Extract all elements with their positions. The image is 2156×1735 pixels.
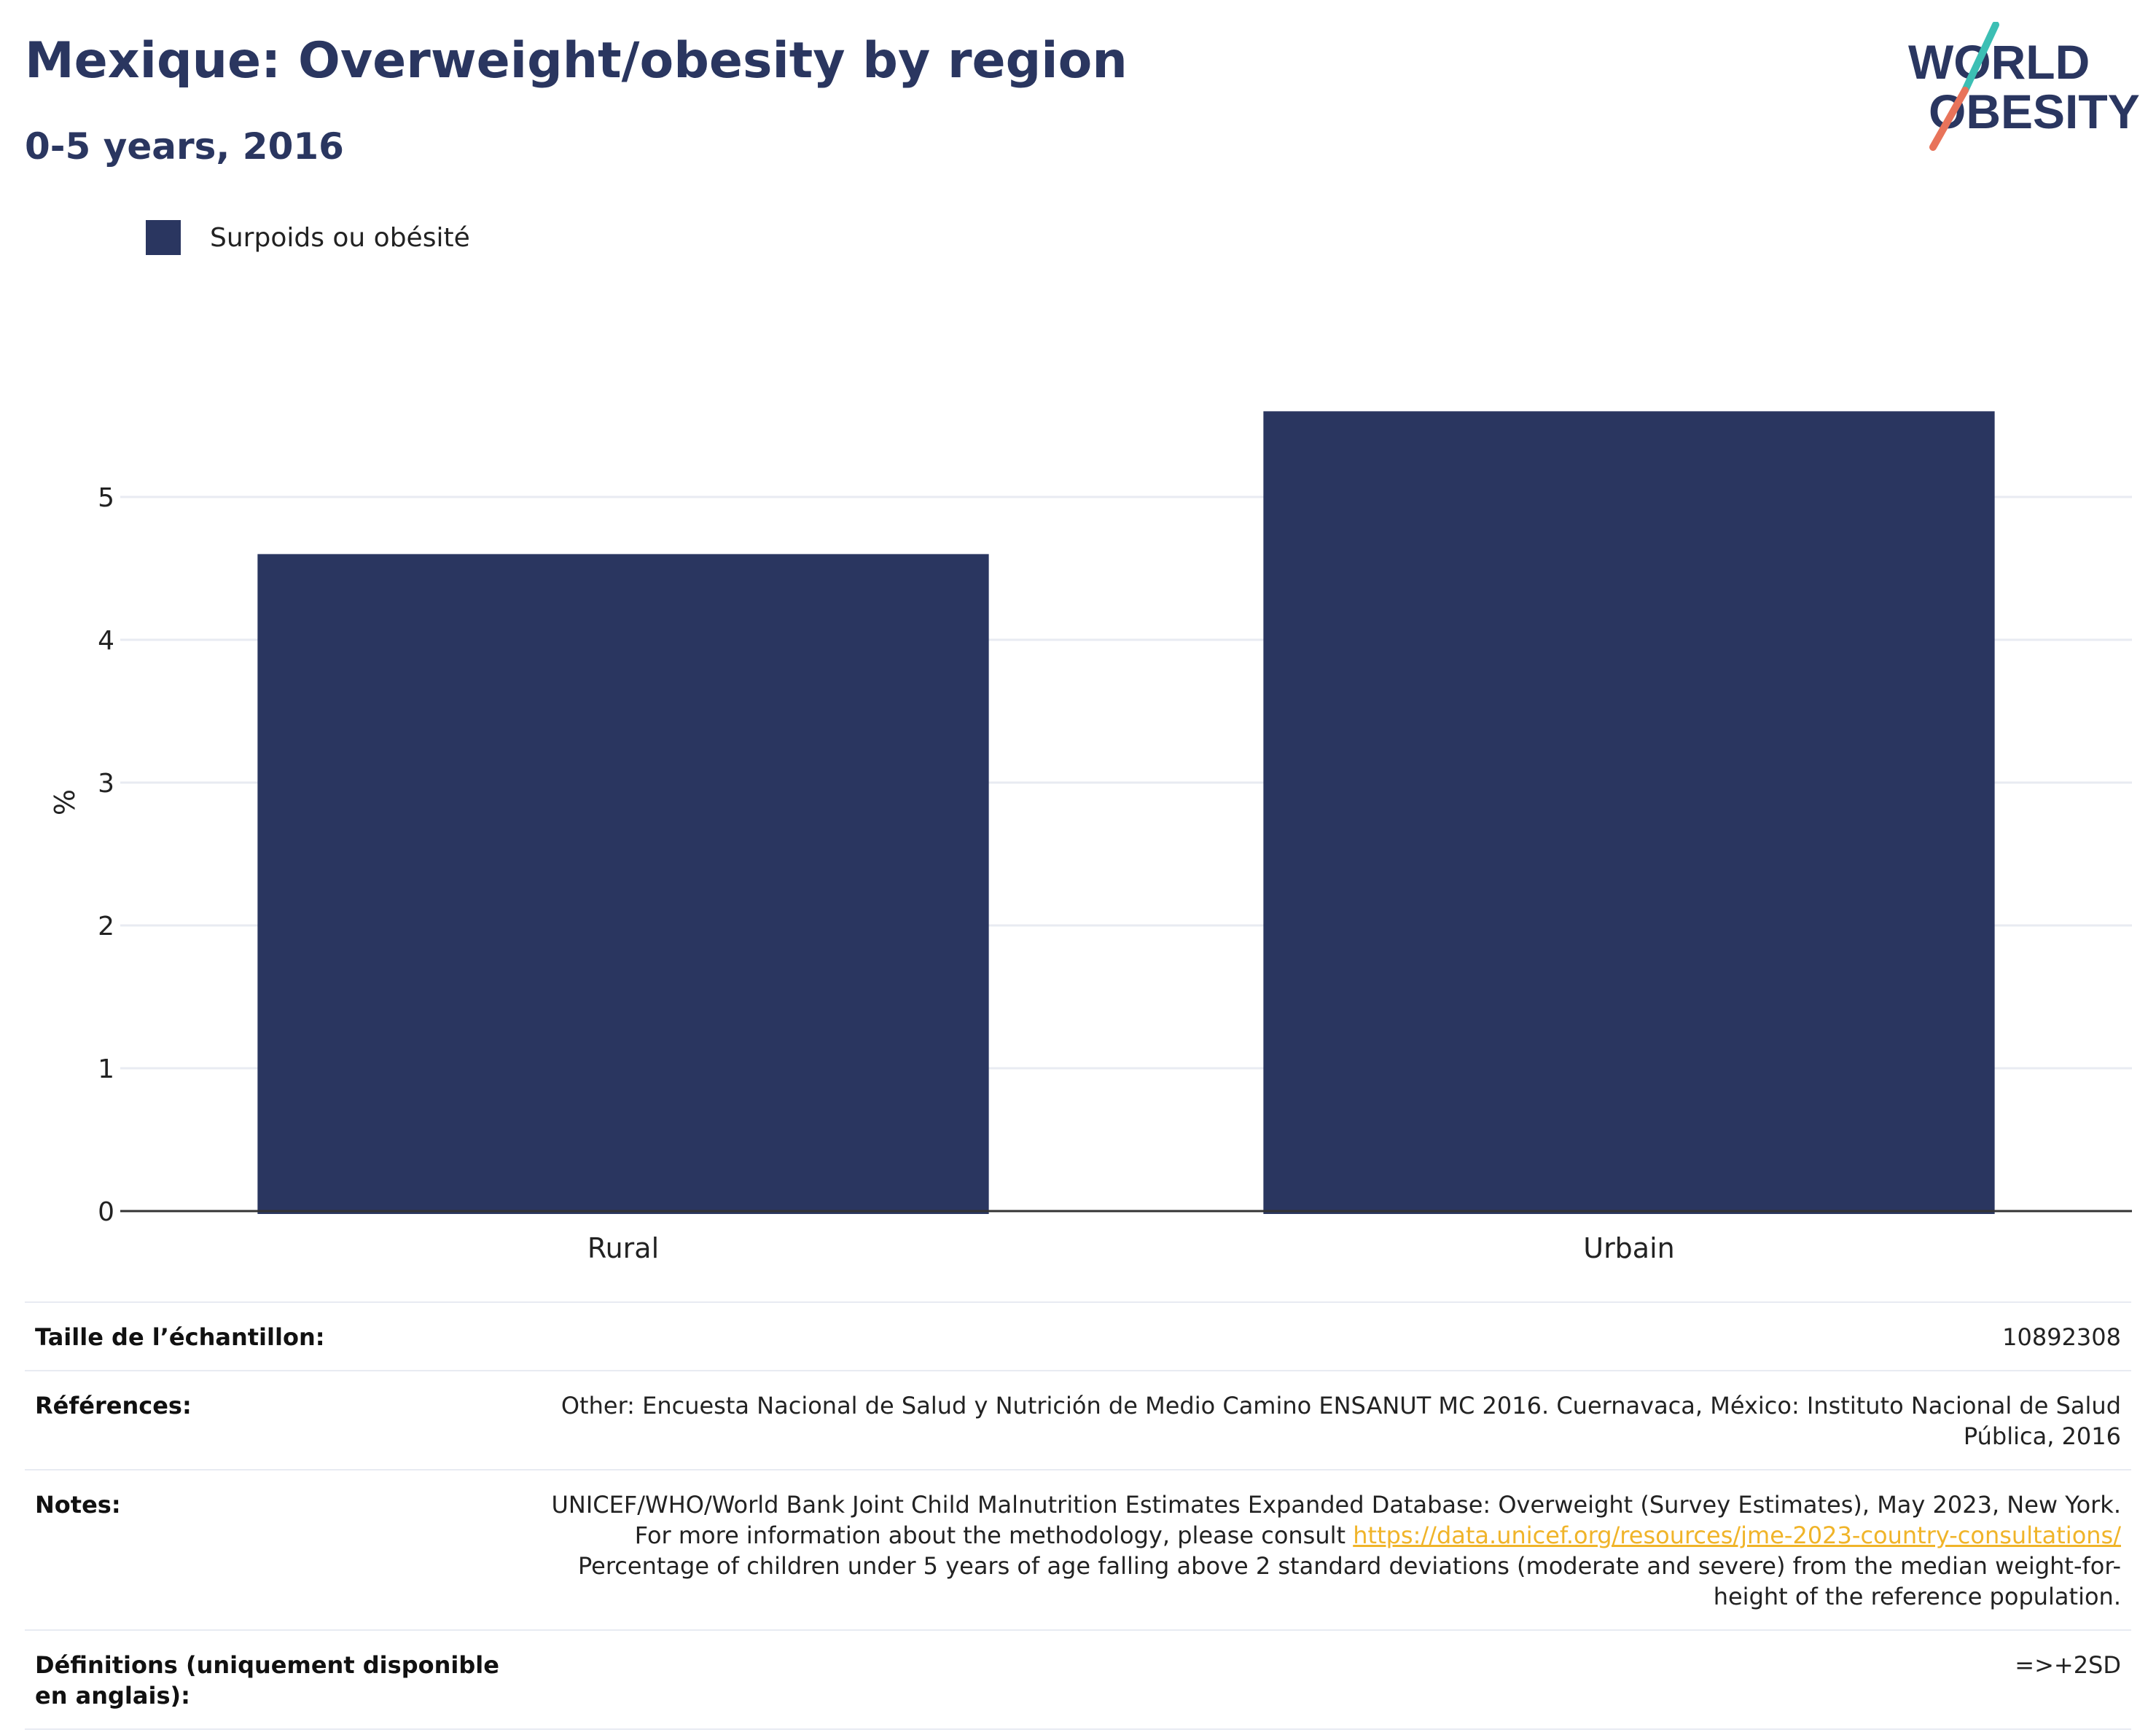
y-tick-label: 3 <box>98 769 114 799</box>
definitions-label: Définitions (uniquement disponible en an… <box>35 1651 499 1709</box>
sample-size-value: 10892308 <box>2002 1323 2121 1351</box>
logo-slash-coral <box>1929 87 1969 151</box>
logo-word-world: WORLD <box>1908 35 2090 89</box>
world-obesity-logo: WORLD OBESITY <box>1908 22 2140 151</box>
info-row-notes: Notes: UNICEF/WHO/World Bank Joint Child… <box>25 1469 2131 1629</box>
notes-text-before: UNICEF/WHO/World Bank Joint Child Malnut… <box>551 1491 2122 1549</box>
info-row-sample: Taille de l’échantillon: 10892308 <box>25 1301 2131 1370</box>
y-axis-label: % <box>47 789 79 815</box>
sample-size-label: Taille de l’échantillon: <box>35 1323 325 1351</box>
notes-link[interactable]: https://data.unicef.org/resources/jme-20… <box>1353 1521 2121 1549</box>
logo-slash-teal <box>1961 22 1999 94</box>
references-value: Other: Encuesta Nacional de Salud y Nutr… <box>561 1392 2121 1450</box>
y-tick-label: 0 <box>98 1197 114 1227</box>
y-tick-label: 4 <box>98 626 114 656</box>
x-tick-label: Rural <box>587 1232 659 1264</box>
chart-legend[interactable]: Surpoids ou obésité <box>146 216 470 259</box>
notes-text-after: Percentage of children under 5 years of … <box>578 1552 2121 1610</box>
y-tick-label: 2 <box>98 912 114 941</box>
definitions-value: =>+2SD <box>2015 1651 2121 1679</box>
references-label: Références: <box>35 1392 192 1419</box>
x-tick-label: Urbain <box>1583 1232 1675 1264</box>
bar-chart: 0 1 2 3 4 5% Rural Urbain <box>47 411 2132 1264</box>
notes-label: Notes: <box>35 1491 121 1519</box>
notes-value: UNICEF/WHO/World Bank Joint Child Malnut… <box>532 1489 2122 1612</box>
y-tick-label: 1 <box>98 1054 114 1084</box>
legend-label: Surpoids ou obésité <box>210 222 470 253</box>
info-row-definitions: Définitions (uniquement disponible en an… <box>25 1629 2131 1730</box>
bar-rural <box>257 554 989 1214</box>
info-table: Taille de l’échantillon: 10892308 Référe… <box>25 1301 2131 1730</box>
chart-subtitle: 0-5 years, 2016 <box>25 125 344 168</box>
y-tick-label: 5 <box>98 483 114 513</box>
info-row-references: Références: Other: Encuesta Nacional de … <box>25 1370 2131 1469</box>
legend-swatch <box>146 220 181 255</box>
bar-urbain <box>1263 411 1995 1214</box>
chart-title: Mexique: Overweight/obesity by region <box>25 32 1128 90</box>
